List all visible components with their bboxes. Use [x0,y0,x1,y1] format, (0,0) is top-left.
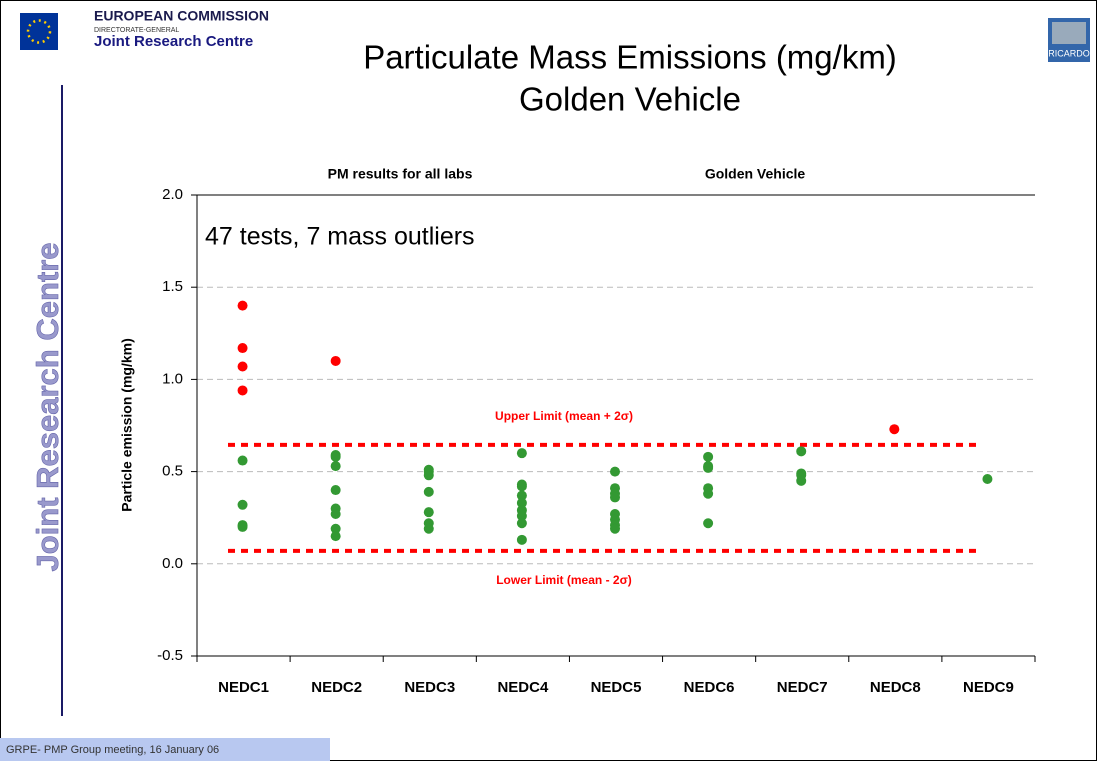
reference-label: Lower Limit (mean - 2σ) [496,573,632,587]
ricardo-mark [1052,22,1086,44]
data-point [516,534,527,545]
data-point [703,462,714,473]
x-tick-label: NEDC5 [591,679,642,696]
data-point [516,448,527,459]
data-point [330,355,341,366]
data-point [796,446,807,457]
x-tick-label: NEDC4 [497,679,549,696]
data-point [423,507,434,518]
x-tick-label: NEDC9 [963,679,1014,696]
data-point [516,481,527,492]
ricardo-text: RICARDO [1048,48,1090,58]
data-point [423,486,434,497]
chart-title: Golden Vehicle [519,81,741,118]
data-point [982,473,993,484]
data-point [237,499,248,510]
data-point [330,531,341,542]
data-point [516,518,527,529]
x-tick-label: NEDC3 [404,679,455,696]
y-tick-label: 1.0 [162,370,183,387]
data-point [330,461,341,472]
data-point [796,475,807,486]
data-point [423,470,434,481]
data-point [237,300,248,311]
data-point [237,361,248,372]
y-tick-label: 0.5 [162,463,183,480]
data-point [237,385,248,396]
footer-band [0,738,330,761]
data-point [330,451,341,462]
y-tick-label: -0.5 [157,647,183,664]
x-tick-label: NEDC8 [870,679,921,696]
data-point [703,451,714,462]
eu-flag [20,13,58,50]
y-tick-label: 2.0 [162,186,183,203]
dg-name: DIRECTORATE-GENERAL [94,27,179,34]
data-point [330,509,341,520]
data-point [330,523,341,534]
data-point [516,510,527,521]
y-tick-label: 0.0 [162,555,183,572]
x-tick-label: NEDC6 [684,679,735,696]
reference-label: Upper Limit (mean + 2σ) [495,409,633,423]
chart-title: Particulate Mass Emissions (mg/km) [363,39,897,76]
data-point [703,488,714,499]
data-point [237,455,248,466]
data-point [237,343,248,354]
data-point [703,518,714,529]
data-point [610,466,620,477]
data-point [330,485,341,496]
annotation: 47 tests, 7 mass outliers [205,223,475,251]
data-point [610,492,620,503]
y-tick-label: 1.5 [162,278,183,295]
subtitle: PM results for all labs [328,166,473,182]
x-tick-label: NEDC2 [311,679,362,696]
data-point [889,424,900,435]
jrc-name: Joint Research Centre [94,33,253,50]
x-tick-label: NEDC7 [777,679,828,696]
data-point [423,523,434,534]
data-point [610,523,620,534]
data-point [516,497,527,508]
eu-stars [26,19,52,44]
x-tick-label: NEDC1 [218,679,269,696]
data-point [237,521,248,532]
y-axis-label: Particle emission (mg/km) [119,338,135,512]
org-name: EUROPEAN COMMISSION [94,8,269,24]
footer-text: GRPE- PMP Group meeting, 16 January 06 [6,744,219,756]
data-point [516,490,527,501]
side-text: Joint Research Centre [30,242,65,571]
subtitle: Golden Vehicle [705,166,806,182]
